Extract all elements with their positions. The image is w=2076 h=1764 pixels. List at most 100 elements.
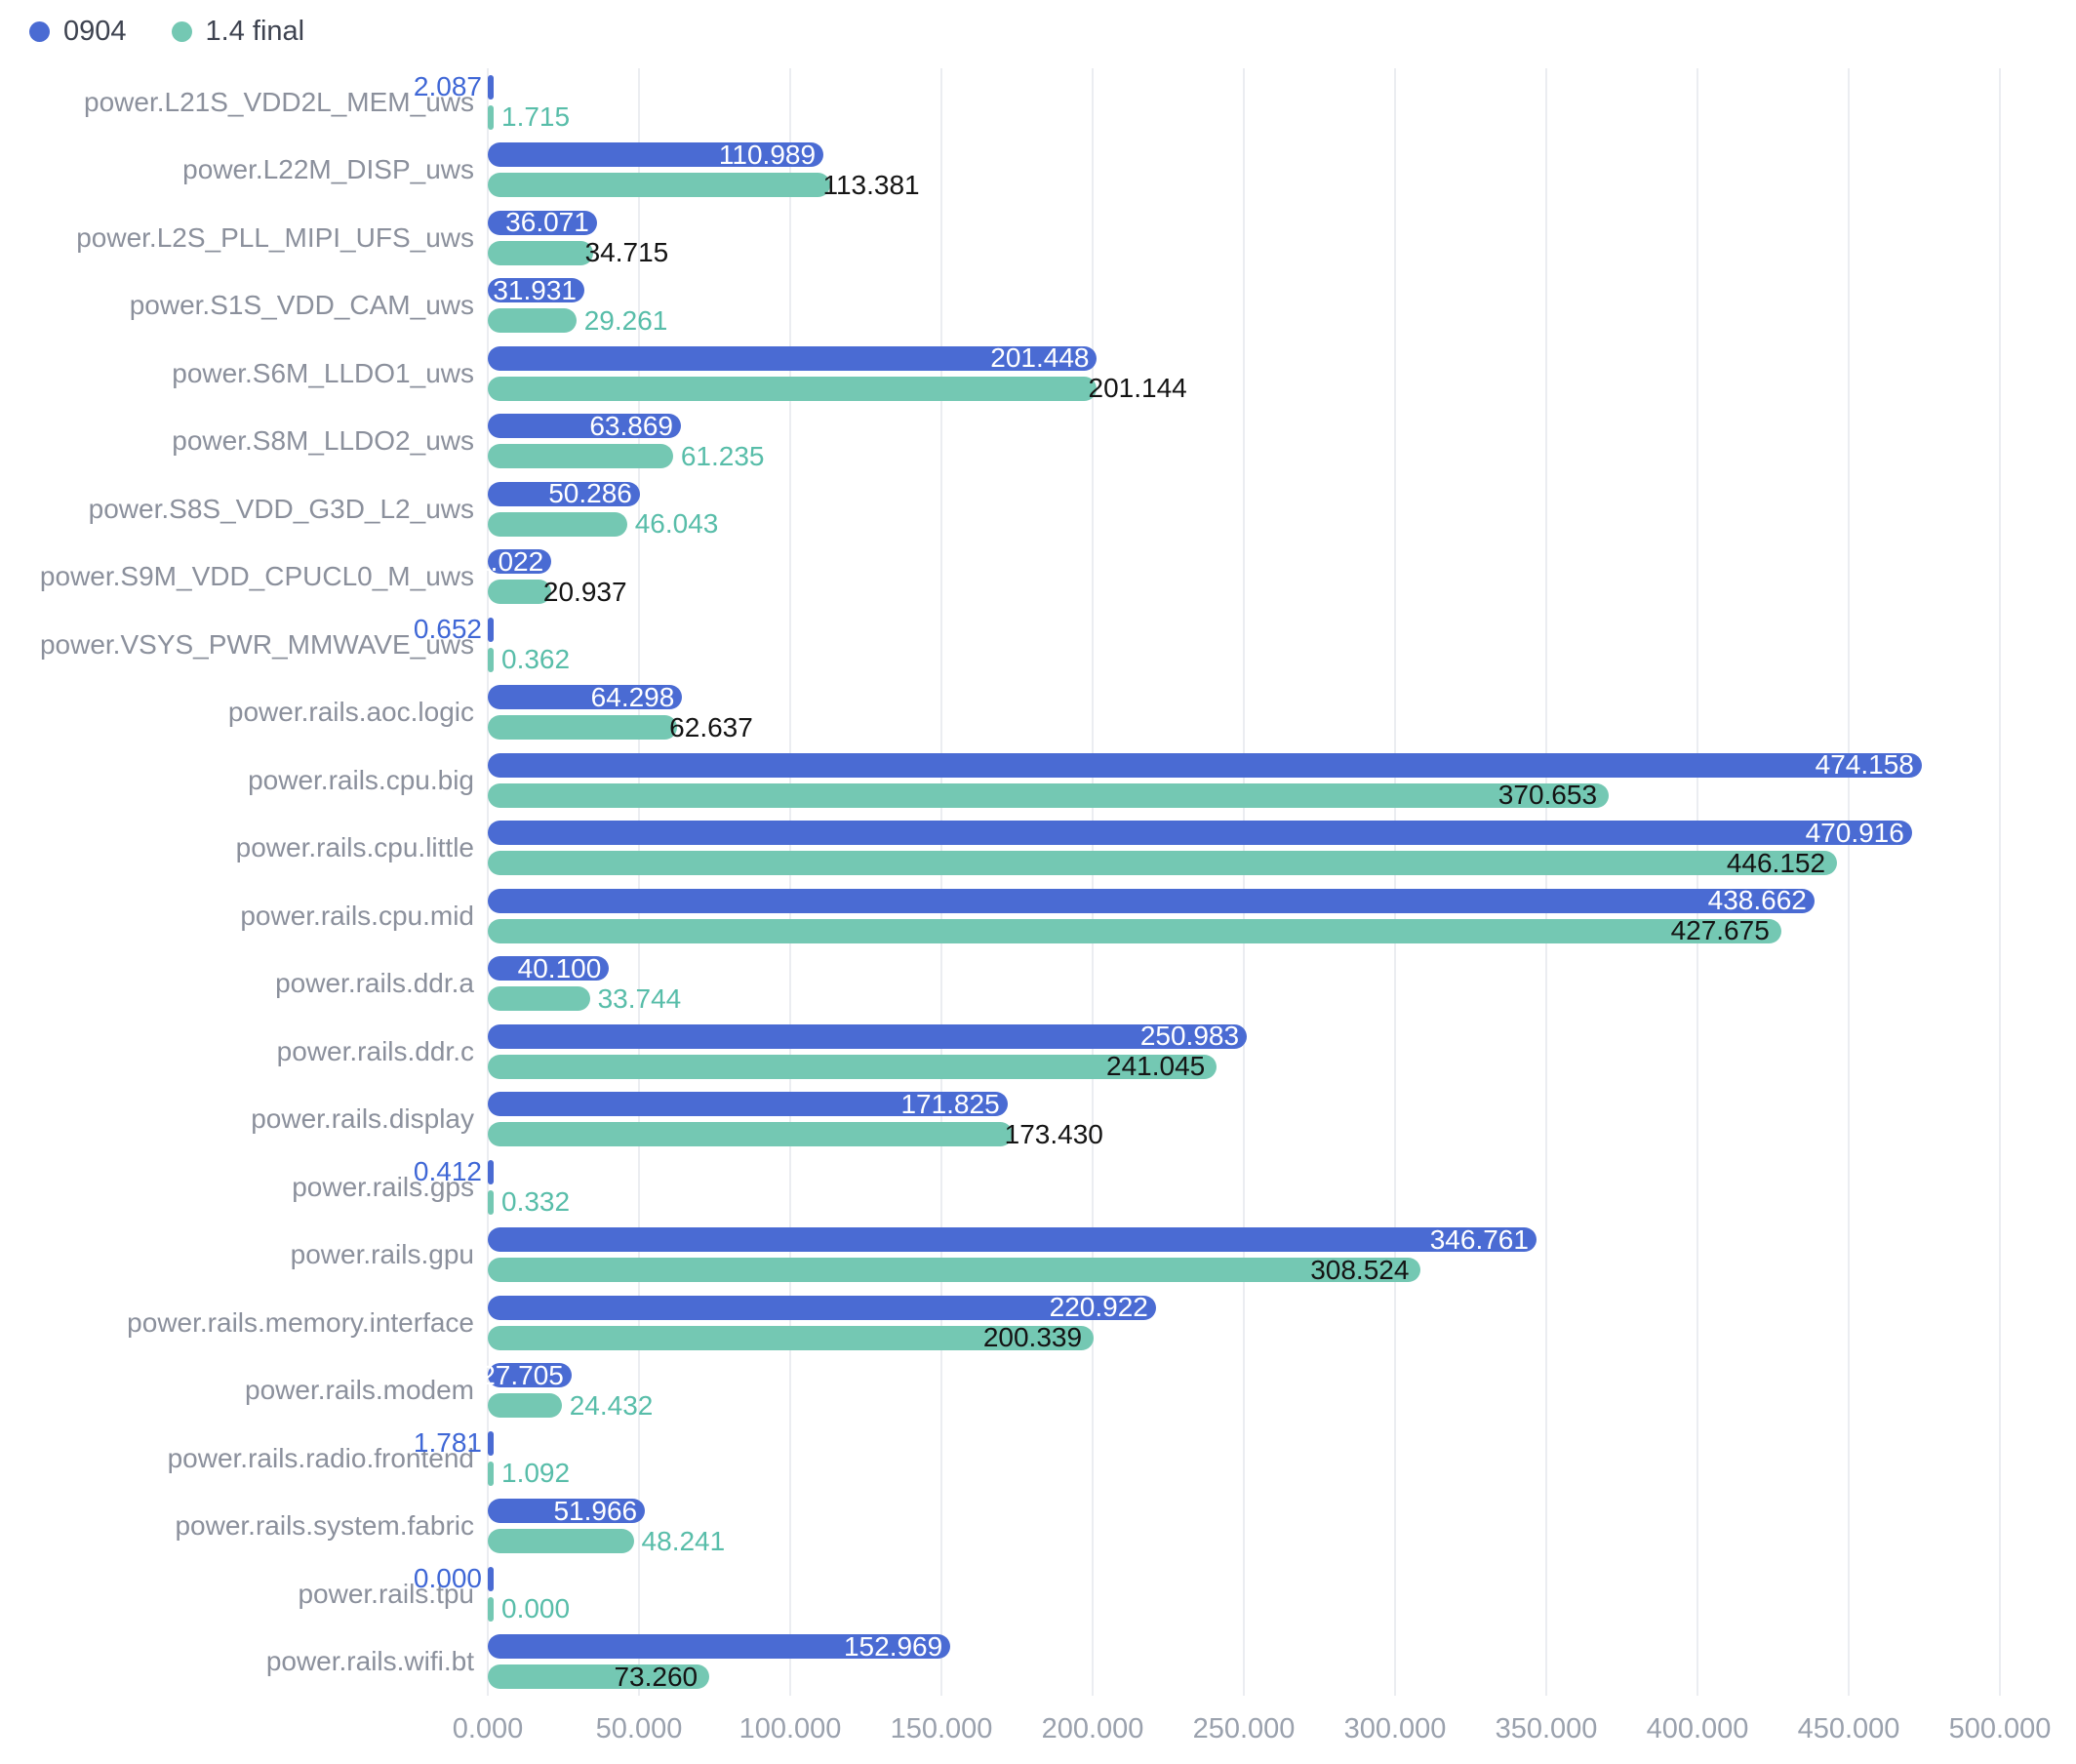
category-label: power.rails.memory.interface: [127, 1306, 474, 1338]
bar-0904[interactable]: [488, 1430, 494, 1456]
value-label-0904: 201.448: [990, 342, 1090, 374]
x-tick-label: 100.000: [739, 1713, 842, 1744]
value-label-1-4-final: 20.937: [542, 576, 627, 607]
gridline: [1092, 68, 1094, 1696]
bar-1-4-final[interactable]: [488, 511, 627, 537]
category-label: power.L2S_PLL_MIPI_UFS_uws: [76, 221, 474, 253]
value-label-1-4-final: 0.362: [501, 644, 571, 675]
category-label: power.S8M_LLDO2_uws: [172, 425, 474, 457]
value-label-1-4-final: 0.332: [501, 1186, 571, 1218]
bar-0904[interactable]: [488, 1634, 951, 1660]
bar-1-4-final[interactable]: [488, 715, 678, 741]
bar-0904[interactable]: [488, 1227, 1537, 1253]
legend-item-1-4-final[interactable]: 1.4 final: [171, 16, 305, 48]
bar-1-4-final[interactable]: [488, 1189, 494, 1215]
bar-1-4-final[interactable]: [488, 782, 1610, 808]
bar-1-4-final[interactable]: [488, 580, 551, 605]
value-label-1-4-final: 446.152: [1726, 847, 1826, 878]
bar-0904[interactable]: [488, 481, 640, 506]
bar-1-4-final[interactable]: [488, 1596, 494, 1622]
category-label: power.rails.wifi.bt: [265, 1646, 474, 1677]
gridline: [1999, 68, 2001, 1696]
bar-0904[interactable]: [488, 74, 495, 100]
legend-item-0904[interactable]: 0904: [29, 16, 127, 48]
bar-1-4-final[interactable]: [488, 1393, 562, 1419]
bar-0904[interactable]: [488, 210, 597, 235]
x-tick-label: 250.000: [1192, 1713, 1296, 1744]
bar-0904[interactable]: [488, 821, 1912, 846]
bar-0904[interactable]: [488, 888, 1815, 913]
value-label-0904: 250.983: [1139, 1021, 1240, 1052]
bar-0904[interactable]: [488, 1363, 572, 1388]
value-label-1-4-final: 241.045: [1106, 1051, 1206, 1082]
value-label-1-4-final: 62.637: [669, 711, 753, 742]
x-tick-label: 150.000: [890, 1713, 993, 1744]
bar-0904[interactable]: [488, 617, 494, 642]
bar-1-4-final[interactable]: [488, 104, 494, 130]
value-label-1-4-final: 1.092: [501, 1458, 571, 1489]
bar-0904[interactable]: [488, 414, 681, 439]
value-label-1-4-final: 0.000: [501, 1593, 571, 1624]
value-label-1-4-final: 173.430: [1004, 1118, 1103, 1149]
gridline: [1243, 68, 1245, 1696]
bar-0904[interactable]: [488, 1092, 1008, 1117]
bar-0904[interactable]: [488, 1159, 494, 1184]
category-label: power.rails.cpu.little: [235, 832, 474, 863]
x-tick-label: 0.000: [452, 1713, 524, 1744]
value-label-1-4-final: 29.261: [583, 304, 668, 336]
bar-1-4-final[interactable]: [488, 240, 593, 265]
bar-1-4-final[interactable]: [488, 308, 577, 334]
bar-1-4-final[interactable]: [488, 376, 1097, 401]
bar-0904[interactable]: [488, 1295, 1156, 1320]
value-label-0904: 27.705: [480, 1359, 564, 1390]
bar-1-4-final[interactable]: [488, 1122, 1013, 1147]
category-label: power.rails.gps: [292, 1171, 474, 1202]
bar-1-4-final[interactable]: [488, 1054, 1218, 1079]
value-label-1-4-final: 46.043: [634, 508, 719, 540]
bar-1-4-final[interactable]: [488, 918, 1781, 943]
bar-1-4-final[interactable]: [488, 986, 590, 1012]
category-label: power.rails.display: [251, 1103, 474, 1135]
bar-1-4-final[interactable]: [488, 1461, 494, 1486]
value-label-0904: 438.662: [1707, 885, 1807, 916]
value-label-0904: 63.869: [589, 410, 673, 441]
category-label: power.rails.aoc.logic: [227, 697, 474, 728]
gridline: [1848, 68, 1850, 1696]
x-tick-label: 500.000: [1948, 1713, 2052, 1744]
bar-1-4-final[interactable]: [488, 851, 1838, 876]
category-label: power.S9M_VDD_CPUCL0_M_uws: [39, 561, 474, 592]
category-label: power.S8S_VDD_G3D_L2_uws: [88, 493, 474, 524]
category-label: power.rails.modem: [245, 1375, 474, 1406]
bar-0904[interactable]: [488, 1023, 1248, 1049]
bar-0904[interactable]: [488, 278, 584, 303]
value-label-0904: 2.087: [413, 71, 482, 102]
x-tick-label: 50.000: [595, 1713, 683, 1744]
bar-1-4-final[interactable]: [488, 173, 831, 198]
bar-0904[interactable]: [488, 752, 1922, 778]
bar-1-4-final[interactable]: [488, 1664, 710, 1690]
bar-0904[interactable]: [488, 549, 552, 575]
bar-0904[interactable]: [488, 345, 1098, 371]
value-label-0904: 51.966: [553, 1495, 638, 1526]
legend-label: 1.4 final: [205, 16, 305, 47]
value-label-0904: 0.652: [413, 614, 482, 645]
category-label: power.rails.radio.frontend: [167, 1442, 474, 1473]
bar-0904[interactable]: [488, 685, 683, 710]
x-tick-label: 300.000: [1343, 1713, 1447, 1744]
x-tick-label: 200.000: [1041, 1713, 1144, 1744]
bar-0904[interactable]: [488, 956, 610, 982]
category-label: power.VSYS_PWR_MMWAVE_uws: [39, 628, 474, 660]
bar-1-4-final[interactable]: [488, 647, 494, 672]
value-label-1-4-final: 73.260: [614, 1661, 699, 1692]
bar-1-4-final[interactable]: [488, 1529, 634, 1554]
bar-0904[interactable]: [488, 1566, 494, 1591]
bar-1-4-final[interactable]: [488, 1258, 1421, 1283]
value-label-0904: 21.022: [459, 545, 544, 577]
gridline: [940, 68, 942, 1696]
bar-0904[interactable]: [488, 142, 824, 168]
bar-1-4-final[interactable]: [488, 1325, 1095, 1350]
bar-1-4-final[interactable]: [488, 444, 673, 469]
bar-0904[interactable]: [488, 1499, 646, 1524]
value-label-1-4-final: 427.675: [1670, 915, 1770, 946]
